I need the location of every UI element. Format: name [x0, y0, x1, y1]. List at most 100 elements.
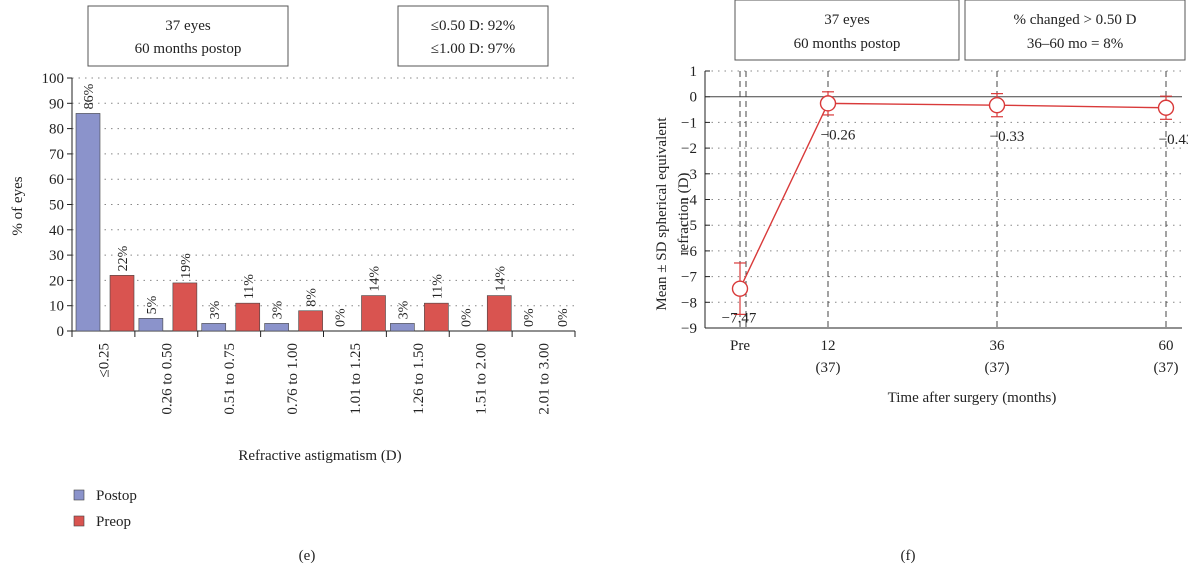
x-tick-label: 60	[1159, 338, 1174, 354]
y-tick-label: −4	[681, 193, 697, 209]
y-tick-label: 10	[49, 299, 64, 315]
x-count-label: (37)	[816, 360, 841, 376]
y-tick-label: 20	[49, 273, 64, 289]
info-box-stats-line2: ≤1.00 D: 97%	[431, 41, 515, 57]
info-box-eyes-line2: 60 months postop	[794, 36, 901, 52]
y-tick-label: 0	[690, 90, 698, 106]
data-point	[1157, 99, 1175, 116]
bar	[361, 295, 386, 332]
y-tick-label: −6	[681, 244, 697, 260]
info-box-stats-line1: ≤0.50 D: 92%	[431, 18, 515, 34]
bar	[109, 275, 135, 332]
info-box-eyes	[734, 0, 960, 61]
x-tick-label: 36	[990, 338, 1006, 354]
legend-label: Preop	[96, 514, 131, 530]
legend: Postop Preop	[73, 488, 137, 530]
bar-data-label: 22%	[116, 245, 131, 271]
y-tick-label: 0	[57, 324, 65, 340]
x-tick-label: 0.26 to 0.50	[159, 343, 175, 415]
info-box-stats	[397, 5, 549, 67]
series-line	[739, 102, 1167, 289]
x-axis-title: Refractive astigmatism (D)	[238, 448, 401, 464]
bar	[486, 295, 512, 332]
x-tick-label: 1.26 to 1.50	[411, 343, 427, 415]
y-tick-label: 80	[49, 122, 64, 138]
y-tick-label: 90	[49, 96, 64, 112]
y-tick-label: 30	[49, 248, 64, 264]
panel-label-f: (f)	[901, 548, 916, 564]
x-tick-label: 1.51 to 2.00	[474, 343, 490, 415]
y-tick-label: −7	[681, 270, 697, 286]
info-box-eyes	[87, 5, 289, 67]
y-tick-label: −5	[681, 218, 697, 234]
bars: 86% 22% 5% 19% 3% 11% 3% 8% 0% 14% 3% 11% 0% 14% 0% 0%	[75, 83, 571, 332]
y-tick-label: 1	[690, 64, 698, 80]
bar-data-label: 3%	[396, 300, 411, 319]
bar-data-label: 11%	[242, 274, 257, 299]
x-tick-label: 0.76 to 1.00	[285, 343, 301, 415]
info-box-change-line1: % changed > 0.50 D	[1013, 12, 1136, 28]
x-tick-label: 1.01 to 1.25	[348, 343, 364, 415]
data-label: −0.33	[990, 129, 1025, 145]
legend-swatch	[73, 489, 85, 501]
bar	[172, 282, 198, 332]
bar-data-label: 0%	[334, 308, 349, 327]
panel-label-e: (e)	[299, 548, 316, 564]
x-tick-label: ≤0.25	[96, 343, 112, 377]
info-box-eyes-line1: 37 eyes	[824, 12, 870, 28]
x-tick-label: 0.51 to 0.75	[222, 343, 238, 415]
bar-data-label: 3%	[208, 300, 223, 319]
bar	[264, 323, 289, 332]
bar-data-label: 8%	[305, 288, 320, 307]
y-tick-label: −9	[681, 321, 697, 337]
y-tick-label: 40	[49, 223, 64, 239]
x-tick-label: 2.01 to 3.00	[537, 343, 553, 415]
x-count-label: (37)	[985, 360, 1010, 376]
x-tick-label: Pre	[730, 338, 750, 354]
axes: 1 0 −1 −2 −3 −4 −5 −6 −7 −8 −9 Pre 12 (37) 36 (37) 60 (37…	[681, 64, 1182, 376]
data-label: −0.43	[1159, 132, 1188, 148]
y-tick-label: 60	[49, 172, 64, 188]
data-label: −0.26	[821, 127, 856, 143]
y-tick-label: −3	[681, 167, 697, 183]
bar-data-label: 0%	[556, 308, 571, 327]
bar-data-label: 5%	[145, 295, 160, 314]
info-box-change-line2: 36–60 mo = 8%	[1027, 36, 1123, 52]
bar	[298, 310, 323, 332]
bar-data-label: 0%	[459, 308, 474, 327]
bar	[75, 113, 101, 332]
bar-data-label: 0%	[522, 308, 537, 327]
y-axis-title-line1: Mean ± SD spherical equivalent	[654, 117, 670, 311]
x-count-label: (37)	[1154, 360, 1179, 376]
info-box-change	[964, 0, 1186, 61]
bar	[390, 323, 415, 332]
y-tick-label: −8	[681, 295, 697, 311]
bar-data-label: 14%	[368, 266, 383, 292]
y-tick-label: 100	[42, 71, 65, 87]
bar	[138, 318, 164, 332]
y-tick-label: −1	[681, 115, 697, 131]
data-point	[731, 280, 749, 297]
y-tick-label: −2	[681, 141, 697, 157]
bar	[424, 302, 449, 332]
y-tick-label: 50	[49, 198, 64, 214]
series-line: −7.47 −0.26 −0.33 −0.43	[722, 91, 1188, 327]
bar-data-label: 19%	[179, 253, 194, 279]
y-axis-title: % of eyes	[10, 176, 26, 235]
info-box-eyes-line2: 60 months postop	[135, 41, 242, 57]
data-point	[819, 95, 837, 112]
bar-data-label: 3%	[271, 300, 286, 319]
legend-swatch	[73, 515, 85, 527]
y-tick-label: 70	[49, 147, 64, 163]
bar	[235, 302, 261, 332]
data-label: −7.47	[722, 311, 757, 327]
bar-data-label: 14%	[493, 266, 508, 292]
info-box-eyes-line1: 37 eyes	[165, 18, 211, 34]
chart-panel-e: 37 eyes 60 months postop ≤0.50 D: 92% ≤1…	[10, 5, 576, 564]
legend-label: Postop	[96, 488, 137, 504]
bar-data-label: 11%	[430, 274, 445, 299]
y-axis-title-line2: refraction (D)	[676, 173, 692, 256]
chart-panel-f: 37 eyes 60 months postop % changed > 0.5…	[654, 0, 1188, 564]
axes: 0 10 20 30 40 50 60 70 80 90 100 ≤0.25 0.26 to 0.50 0…	[42, 71, 576, 415]
